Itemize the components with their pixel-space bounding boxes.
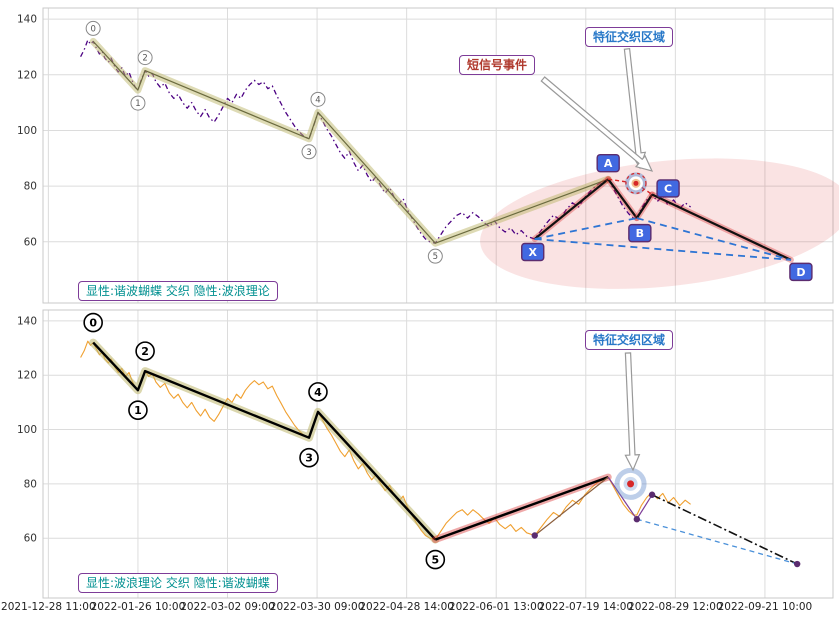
- x-tick-label: 2022-01-26 10:00: [91, 601, 186, 613]
- pattern-point-letter: D: [796, 266, 805, 279]
- wave-point-marker: [299, 447, 319, 468]
- wave-overlay-0: [92, 40, 609, 244]
- wave-point-label: 0: [90, 24, 95, 34]
- x-tick-label: 2022-03-02 09:00: [180, 601, 275, 613]
- x-tick-label: 2022-04-28 14:00: [359, 601, 454, 613]
- pattern-point-letter: C: [664, 182, 672, 195]
- wave-point-label: 5: [433, 252, 438, 262]
- legend-bottom: 显性:波浪理论 交织 隐性:谐波蝴蝶: [78, 573, 278, 593]
- hidden-CD-1: [651, 494, 798, 565]
- pattern-point-dot: [531, 532, 538, 539]
- y-tick-label: 140: [17, 315, 37, 327]
- wave-point-marker: [128, 400, 148, 420]
- pattern-point-box: [656, 179, 680, 198]
- y-tick-label: 100: [17, 424, 37, 436]
- harmonic-XA-0: [534, 178, 609, 240]
- wave-point-marker: [427, 248, 443, 264]
- x-tick-label: 2022-08-29 12:00: [628, 601, 723, 613]
- x-tick-label: 2021-12-28 11:00: [1, 601, 96, 613]
- bullseye-ring: [633, 180, 639, 186]
- wave-point-label: 1: [134, 404, 142, 417]
- ratio-BD-0: [636, 217, 792, 261]
- y-tick-label: 120: [17, 370, 37, 382]
- y-tick-label: 120: [17, 69, 37, 81]
- pattern-point-letter: B: [636, 227, 644, 240]
- x-tick-label: 2022-07-19 14:00: [538, 601, 633, 613]
- panel-frame: [42, 309, 834, 599]
- hidden-BC-1: [636, 494, 653, 520]
- harmonic-CD-0: [651, 193, 792, 261]
- pattern-point-letter: A: [604, 157, 613, 170]
- wave-point-marker: [301, 144, 317, 160]
- annotation-feature-zone-top: 特征交织区域: [585, 27, 674, 47]
- wave-point-label: 4: [314, 386, 322, 399]
- wave-point-marker: [137, 50, 153, 66]
- bullseye-dashed-ring: [625, 172, 647, 194]
- harmonic-AB-0: [607, 178, 638, 219]
- signal-region-ellipse: [480, 158, 839, 289]
- x-tick-label: 2022-06-01 13:00: [449, 601, 544, 613]
- wave-point-marker: [135, 341, 155, 361]
- wave-projection-1: [434, 475, 609, 541]
- wave-point-label: 1: [135, 99, 140, 109]
- wave-point-marker: [85, 20, 101, 36]
- wave-point-label: 2: [142, 54, 147, 64]
- pattern-point-box: [628, 223, 652, 243]
- pattern-point-dot: [793, 560, 801, 568]
- wave-point-label: 4: [315, 95, 320, 105]
- pattern-point-dot: [648, 491, 656, 498]
- hidden-AB-1: [607, 476, 638, 520]
- wave-point-marker: [310, 91, 326, 107]
- hidden-BD-1: [636, 518, 798, 565]
- price-line-wave-explicit: [80, 340, 691, 541]
- wave-point-label: 5: [431, 554, 439, 567]
- x-tick-label: 2022-09-21 10:00: [718, 601, 813, 613]
- y-tick-label: 140: [17, 14, 37, 26]
- legend-top: 显性:谐波蝴蝶 交织 隐性:波浪理论: [78, 281, 278, 301]
- wave-point-label: 0: [89, 317, 97, 330]
- annotation-short-signal: 短信号事件: [459, 55, 536, 75]
- wave-point-marker: [83, 312, 103, 333]
- wave-main-1: [92, 341, 437, 541]
- y-tick-label: 100: [17, 125, 37, 137]
- wave-point-marker: [130, 95, 146, 111]
- y-tick-label: 80: [24, 181, 37, 193]
- pattern-point-dot: [633, 516, 641, 523]
- y-tick-label: 80: [24, 478, 37, 490]
- ratio-XD-0: [534, 238, 791, 261]
- y-tick-label: 60: [24, 236, 37, 248]
- panel-frame: [42, 7, 834, 304]
- wave-point-label: 2: [141, 345, 149, 358]
- callout-arrow: [624, 352, 641, 472]
- pattern-point-box: [596, 153, 620, 173]
- pattern-point-letter: X: [528, 246, 537, 259]
- wave-point-label: 3: [306, 148, 311, 158]
- annotation-feature-zone-bottom: 特征交织区域: [585, 330, 674, 350]
- wave-point-marker: [308, 382, 328, 402]
- wave-point-marker: [425, 549, 446, 570]
- wave-point-label: 3: [305, 452, 313, 465]
- harmonic-BC-0: [635, 193, 654, 219]
- ratio-XB-0: [534, 217, 637, 240]
- x-tick-label: 2022-03-30 09:00: [270, 601, 365, 613]
- bullseye-ring: [627, 480, 635, 488]
- pattern-point-box: [789, 262, 813, 282]
- pattern-point-box: [521, 242, 545, 262]
- callout-arrow: [540, 76, 654, 172]
- y-tick-label: 60: [24, 533, 37, 545]
- hidden-XA-1: [534, 476, 609, 536]
